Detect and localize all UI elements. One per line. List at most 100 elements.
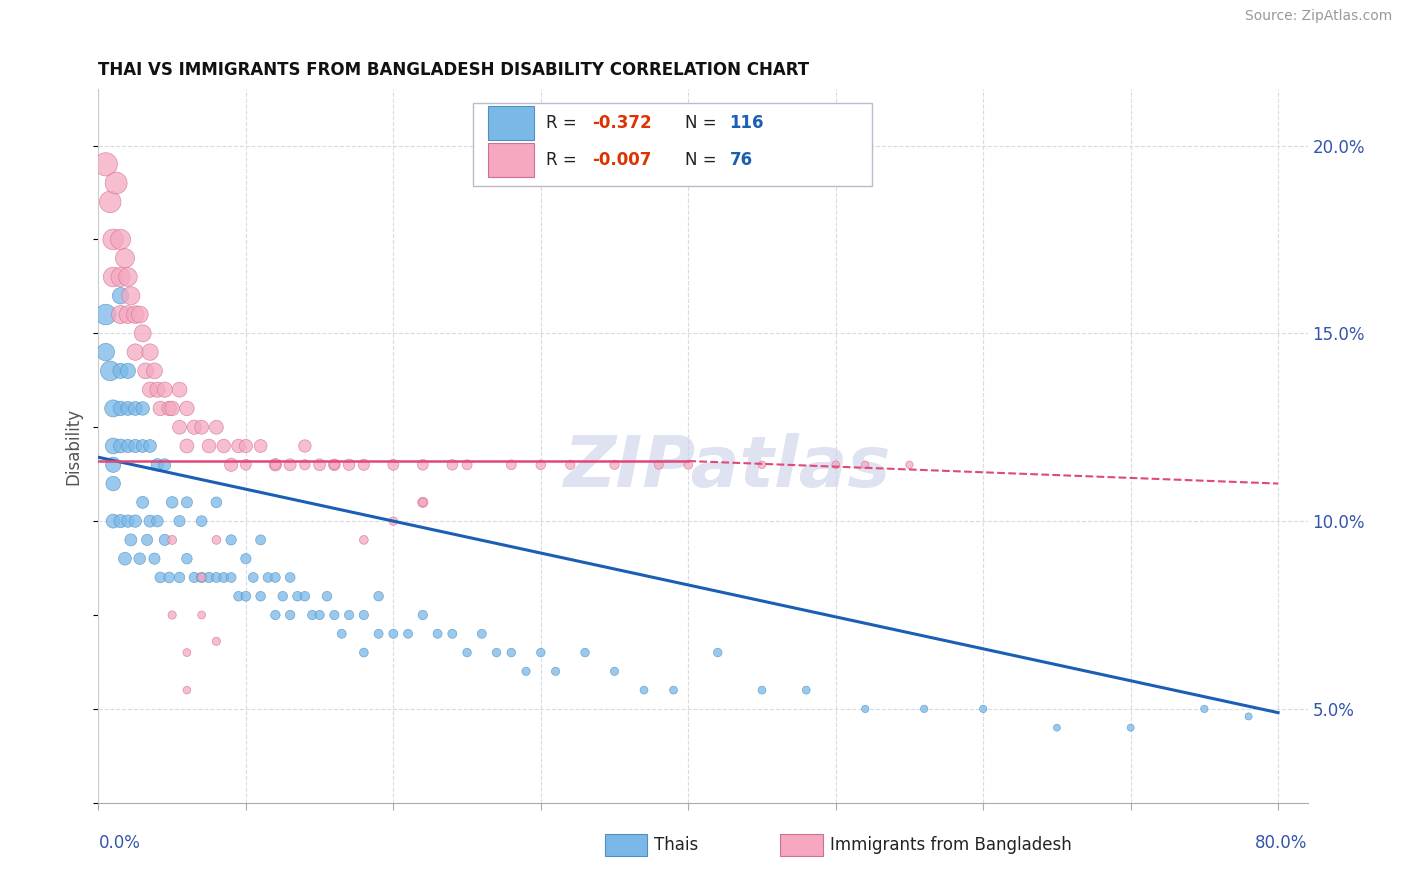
Point <box>544 665 567 679</box>
Point <box>264 458 287 472</box>
Point <box>98 194 121 209</box>
Point <box>110 401 132 416</box>
Point <box>242 570 264 584</box>
Point <box>198 570 221 584</box>
Point <box>412 458 434 472</box>
Text: N =: N = <box>685 152 721 169</box>
Point <box>139 514 162 528</box>
Point <box>176 646 198 660</box>
Y-axis label: Disability: Disability <box>65 408 83 484</box>
Point <box>143 364 166 378</box>
Point <box>110 308 132 322</box>
Point <box>323 607 346 622</box>
Point <box>176 401 198 416</box>
Text: -0.372: -0.372 <box>592 114 651 132</box>
Point <box>190 607 212 622</box>
Point <box>105 176 128 190</box>
Point <box>149 401 172 416</box>
Point <box>353 533 375 547</box>
Text: 80.0%: 80.0% <box>1256 834 1308 852</box>
Point <box>330 627 353 641</box>
Point <box>912 702 935 716</box>
Point <box>824 458 846 472</box>
Point <box>278 570 301 584</box>
Point <box>128 308 150 322</box>
Point <box>235 458 257 472</box>
Point <box>190 570 212 584</box>
Text: R =: R = <box>546 152 582 169</box>
Point <box>117 308 139 322</box>
Text: 116: 116 <box>730 114 763 132</box>
Text: -0.007: -0.007 <box>592 152 651 169</box>
Point <box>124 401 146 416</box>
Point <box>205 495 228 509</box>
Point <box>456 458 478 472</box>
Point <box>898 458 921 472</box>
Point <box>337 458 360 472</box>
Point <box>190 570 212 584</box>
Point <box>169 570 191 584</box>
Point <box>853 458 876 472</box>
Point <box>323 458 346 472</box>
Point <box>157 570 180 584</box>
Point <box>149 570 172 584</box>
Point <box>205 420 228 434</box>
Point <box>1194 702 1216 716</box>
Point <box>128 551 150 566</box>
Point <box>160 495 183 509</box>
Point <box>412 495 434 509</box>
Point <box>94 157 117 171</box>
Point <box>190 420 212 434</box>
Point <box>110 364 132 378</box>
Point <box>249 439 271 453</box>
Point <box>228 439 250 453</box>
Point <box>124 439 146 453</box>
Point <box>153 458 176 472</box>
Point <box>176 495 198 509</box>
Point <box>124 514 146 528</box>
Point <box>219 458 242 472</box>
Point <box>212 570 235 584</box>
Point <box>94 308 117 322</box>
Text: R =: R = <box>546 114 582 132</box>
Point <box>337 607 360 622</box>
Point <box>124 345 146 359</box>
Text: ZIPatlas: ZIPatlas <box>564 433 891 502</box>
Point <box>101 232 124 246</box>
Text: Immigrants from Bangladesh: Immigrants from Bangladesh <box>830 836 1071 854</box>
Point <box>367 589 389 603</box>
Point <box>124 308 146 322</box>
Point <box>117 439 139 453</box>
Bar <box>488 106 534 140</box>
Point <box>264 570 287 584</box>
Point <box>169 383 191 397</box>
Point <box>648 458 671 472</box>
Point <box>139 439 162 453</box>
Point <box>190 514 212 528</box>
Text: THAI VS IMMIGRANTS FROM BANGLADESH DISABILITY CORRELATION CHART: THAI VS IMMIGRANTS FROM BANGLADESH DISAB… <box>98 62 810 79</box>
Point <box>183 420 205 434</box>
Point <box>205 533 228 547</box>
Point <box>396 627 419 641</box>
Point <box>205 634 228 648</box>
Point <box>117 270 139 285</box>
Point <box>101 458 124 472</box>
Point <box>412 607 434 622</box>
Point <box>101 476 124 491</box>
Point <box>219 533 242 547</box>
Point <box>382 627 405 641</box>
Point <box>264 607 287 622</box>
Point <box>603 665 626 679</box>
Point <box>160 607 183 622</box>
Point <box>294 589 316 603</box>
Point <box>228 589 250 603</box>
Text: N =: N = <box>685 114 721 132</box>
Point <box>471 627 494 641</box>
Point <box>603 458 626 472</box>
Point <box>412 495 434 509</box>
Point <box>367 627 389 641</box>
Point <box>794 683 817 698</box>
Point <box>706 646 728 660</box>
Point <box>212 439 235 453</box>
Point <box>205 570 228 584</box>
